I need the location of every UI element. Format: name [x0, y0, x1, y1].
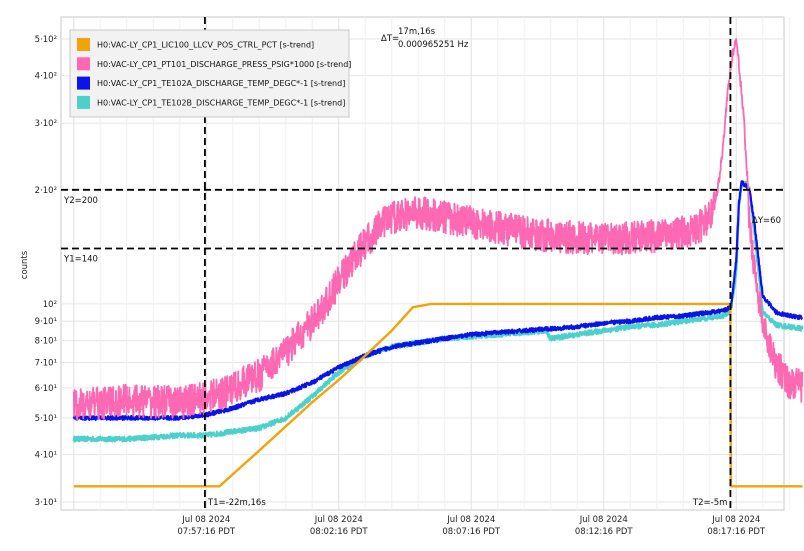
- y-tick-label: 2·10²: [35, 186, 57, 196]
- x-tick-time: 08:17:16 PDT: [707, 527, 766, 537]
- x-axis: Jul 08 2024 07:57:16 PDT Jul 08 2024 08:02:…: [177, 515, 766, 537]
- legend-swatch: [77, 76, 90, 90]
- y-tick-label: 3·10¹: [35, 498, 57, 508]
- cursor-t2-label: T2=-5m: [692, 498, 727, 508]
- cursor-y1-label: Y1=140: [63, 254, 98, 264]
- x-tick-date: Jul 08 2024: [446, 515, 495, 525]
- delta-y-label: ΔY=60: [752, 216, 781, 226]
- x-tick-date: Jul 08 2024: [579, 515, 628, 525]
- legend-swatch: [77, 38, 90, 51]
- legend-swatch: [77, 57, 90, 71]
- legend-entry: H0:VAC-LY_CP1_LIC100_LLCV_POS_CTRL_PCT […: [97, 41, 314, 50]
- legend: H0:VAC-LY_CP1_LIC100_LLCV_POS_CTRL_PCT […: [69, 29, 351, 118]
- delta-t-value: 17m,16s: [398, 27, 436, 37]
- x-tick-time: 07:57:16 PDT: [177, 527, 236, 537]
- cursor-t1-label: T1=-22m,16s: [207, 498, 266, 508]
- legend-swatch: [77, 95, 90, 109]
- x-tick-time: 08:12:16 PDT: [575, 527, 634, 537]
- delta-t-frequency: 0.000965251 Hz: [398, 40, 469, 50]
- y-tick-label: 5·10¹: [35, 414, 57, 424]
- legend-entry: H0:VAC-LY_CP1_TE102A_DISCHARGE_TEMP_DEGC…: [97, 79, 345, 88]
- x-tick-date: Jul 08 2024: [314, 515, 363, 525]
- y-tick-label: 9·10¹: [35, 317, 57, 327]
- series-line: [73, 302, 804, 488]
- y-tick-label: 10²: [43, 300, 57, 310]
- legend-box: [69, 29, 350, 118]
- x-tick-date: Jul 08 2024: [181, 515, 230, 525]
- y-axis: 5·10² 4·10² 3·10² 2·10² 10² 9·10¹ 8·10¹ 7·10¹ 6·…: [35, 35, 57, 508]
- x-tick-date: Jul 08 2024: [711, 515, 760, 525]
- y-tick-label: 5·10²: [35, 35, 57, 45]
- cursor-group: T1=-22m,16s T2=-5m Y2=200 Y1=140 ΔT=17m,16s 0…: [61, 17, 784, 510]
- y-tick-label: 8·10¹: [35, 337, 57, 347]
- y-tick-label: 3·10²: [35, 119, 57, 129]
- series-group: [72, 38, 804, 488]
- legend-entry: H0:VAC-LY_CP1_TE102B_DISCHARGE_TEMP_DEGC…: [97, 98, 345, 107]
- x-tick-time: 08:07:16 PDT: [442, 527, 501, 537]
- x-tick-time: 08:02:16 PDT: [310, 527, 369, 537]
- y-tick-label: 4·10¹: [35, 451, 57, 461]
- series-line: [72, 38, 804, 421]
- y-axis-label: counts: [20, 250, 30, 279]
- delta-t-prefix: ΔT=: [381, 34, 399, 44]
- y-tick-label: 7·10¹: [35, 359, 57, 369]
- y-tick-label: 4·10²: [35, 72, 57, 82]
- y-tick-label: 6·10¹: [35, 384, 57, 394]
- cursor-y2-label: Y2=200: [63, 196, 98, 206]
- series-line: [72, 180, 804, 421]
- legend-entry: H0:VAC-LY_CP1_PT101_DISCHARGE_PRESS_PSIG…: [97, 60, 351, 69]
